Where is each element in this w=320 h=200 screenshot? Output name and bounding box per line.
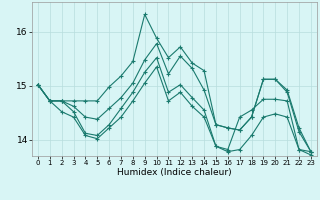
X-axis label: Humidex (Indice chaleur): Humidex (Indice chaleur) bbox=[117, 168, 232, 177]
